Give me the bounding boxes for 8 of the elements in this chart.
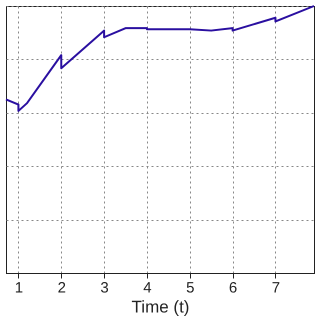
x-tick-label: 5 [186,280,194,296]
x-tick-label: 4 [143,280,152,296]
x-tick-label: 2 [58,280,66,296]
x-tick-label: 7 [272,280,280,296]
x-tick-label: 6 [228,280,238,296]
x-axis-title: Time (t) [132,298,190,316]
x-tick-label: 3 [100,280,109,296]
x-tick-label: 1 [14,280,24,296]
